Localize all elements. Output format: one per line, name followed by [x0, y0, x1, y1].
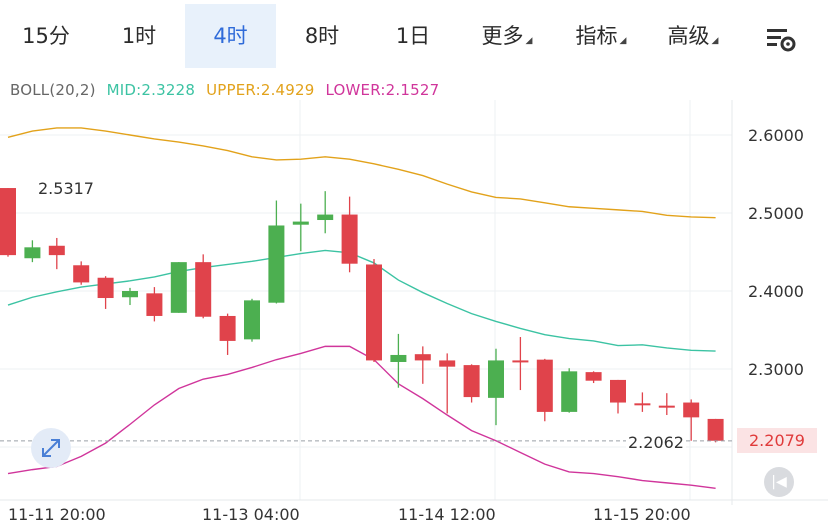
boll-mid-line: [7, 249, 716, 352]
candle-body: [512, 360, 529, 363]
tab-1d-label: 1日: [395, 24, 431, 48]
candle-body: [122, 291, 138, 298]
y-tick-label: 2.5000: [748, 204, 804, 223]
expand-arrows-icon: [42, 439, 60, 457]
candle-body: [414, 354, 431, 361]
boll-lower-line: [7, 345, 716, 490]
x-tick-label: 11-15 20:00: [593, 505, 691, 524]
tab-more-label: 更多: [481, 24, 524, 48]
candle-body: [439, 360, 456, 367]
x-tick-label: 11-13 04:00: [202, 505, 300, 524]
candle-body: [244, 300, 260, 340]
tab-15min-label: 15分: [22, 24, 70, 48]
candle-body: [610, 379, 626, 403]
jump-to-start-icon: |◀: [771, 474, 787, 490]
candlestick-chart[interactable]: [0, 100, 828, 505]
boll-upper-line: [7, 127, 716, 219]
tab-indicators-label: 指标: [575, 24, 618, 48]
tab-advanced[interactable]: 高级 ◢: [652, 4, 734, 68]
candle-body: [170, 262, 187, 313]
candle-body: [268, 225, 285, 303]
dropdown-caret-icon: ◢: [619, 36, 627, 46]
tab-4h-label: 4时: [213, 24, 248, 48]
candle-body: [536, 359, 553, 412]
high-price-annotation: 2.5317: [36, 179, 96, 198]
interval-tab-bar: 15分 1时 4时 8时 1日 更多 ◢ 指标 ◢ 高级 ◢: [0, 0, 828, 78]
candle-body: [341, 214, 358, 264]
tab-1h-label: 1时: [121, 24, 157, 48]
candle-body: [561, 371, 578, 412]
candle-body: [0, 188, 16, 256]
tab-8h-label: 8时: [304, 24, 340, 48]
candle-body: [317, 214, 334, 221]
candle-body: [585, 372, 602, 381]
candle-body: [488, 360, 504, 398]
y-tick-label: 2.4000: [748, 282, 804, 301]
candle-body: [48, 245, 65, 256]
boll-upper: UPPER:2.4929: [206, 81, 315, 99]
tab-1h[interactable]: 1时: [99, 4, 179, 68]
candle-body: [683, 402, 700, 418]
candle-body: [24, 247, 41, 259]
candle-body: [97, 277, 114, 299]
candle-body: [390, 354, 407, 362]
candle-body: [195, 262, 212, 317]
candle-body: [707, 418, 724, 441]
tab-8h[interactable]: 8时: [282, 4, 362, 68]
candle-body: [634, 403, 651, 406]
candle-body: [146, 293, 163, 316]
candle-body: [658, 405, 675, 408]
jump-to-latest-button[interactable]: |◀: [764, 467, 794, 497]
low-price-annotation: 2.2062: [626, 433, 686, 452]
candle-body: [73, 265, 90, 283]
tab-advanced-label: 高级: [667, 24, 710, 48]
x-tick-label: 11-14 12:00: [398, 505, 496, 524]
chart-settings-icon[interactable]: [764, 22, 798, 56]
y-tick-label: 2.6000: [748, 126, 804, 145]
last-price-tag: 2.2079: [737, 428, 817, 453]
expand-chart-button[interactable]: [31, 428, 71, 468]
dropdown-caret-icon: ◢: [525, 36, 533, 46]
tab-1d[interactable]: 1日: [373, 4, 453, 68]
candle-body: [292, 221, 309, 225]
boll-mid: MID:2.3228: [106, 81, 196, 99]
y-tick-label: 2.3000: [748, 360, 804, 379]
tab-15min[interactable]: 15分: [6, 4, 86, 68]
candle-body: [463, 365, 480, 398]
boll-name: BOLL(20,2): [10, 81, 96, 99]
candle-body: [366, 264, 382, 361]
boll-lower: LOWER:2.1527: [325, 81, 440, 99]
x-tick-label: 11-11 20:00: [8, 505, 106, 524]
tab-4h[interactable]: 4时: [185, 4, 276, 68]
candle-body: [219, 315, 236, 341]
dropdown-caret-icon: ◢: [711, 36, 719, 46]
tab-indicators[interactable]: 指标 ◢: [560, 4, 642, 68]
tab-more[interactable]: 更多 ◢: [466, 4, 548, 68]
boll-indicator-legend: BOLL(20,2) MID:2.3228 UPPER:2.4929 LOWER…: [10, 81, 445, 99]
